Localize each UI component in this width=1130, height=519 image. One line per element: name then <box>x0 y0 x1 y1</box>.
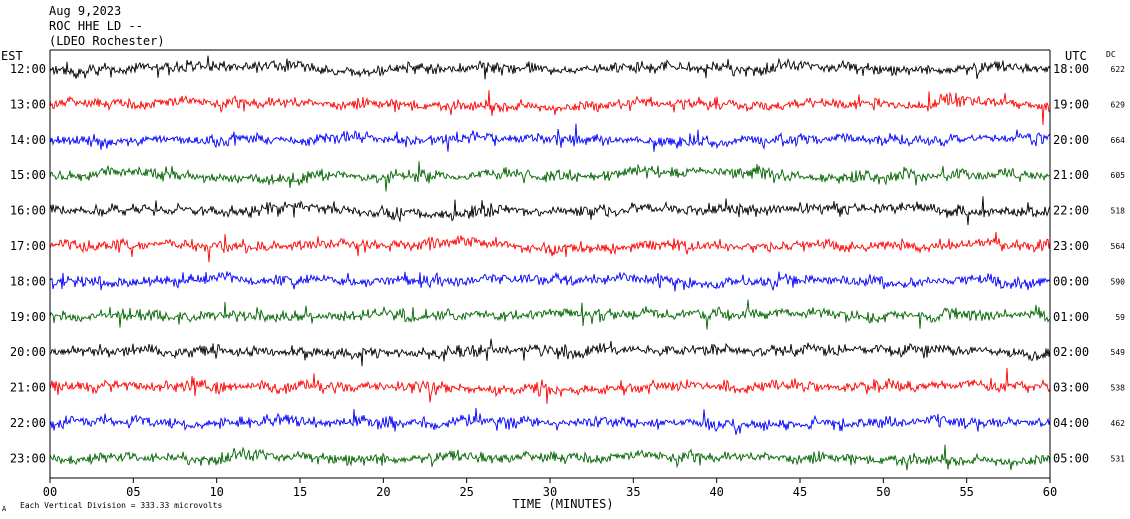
dc-offset-label: 629 <box>1111 100 1126 109</box>
dc-offset-label: 59 <box>1115 313 1125 322</box>
est-hour-label: 20:00 <box>10 345 46 359</box>
right-axis-title: UTC <box>1065 49 1087 63</box>
dc-offset-label: 538 <box>1111 384 1126 393</box>
est-hour-label: 15:00 <box>10 168 46 182</box>
est-hour-label: 21:00 <box>10 381 46 395</box>
utc-hour-label: 21:00 <box>1053 168 1089 182</box>
x-axis-label: TIME (MINUTES) <box>512 497 613 511</box>
est-hour-label: 14:00 <box>10 133 46 147</box>
x-tick-label: 40 <box>709 485 723 499</box>
dc-offset-label: 549 <box>1111 348 1126 357</box>
x-axis-ticks: 00 05 10 15 20 25 30 35 40 45 50 55 60 <box>43 478 1057 499</box>
utc-hour-label: 01:00 <box>1053 310 1089 324</box>
utc-hour-label: 22:00 <box>1053 204 1089 218</box>
est-hour-label: 17:00 <box>10 239 46 253</box>
scale-footnote: Each Vertical Division = 333.33 microvol… <box>20 501 222 510</box>
dc-offset-label: 622 <box>1111 65 1126 74</box>
utc-hour-label: 02:00 <box>1053 345 1089 359</box>
est-hour-label: 16:00 <box>10 204 46 218</box>
dc-column-title: DC <box>1106 50 1116 59</box>
header-station: ROC HHE LD -- <box>49 19 143 33</box>
trace-2000 <box>49 338 1051 367</box>
dc-offset-label: 605 <box>1111 171 1126 180</box>
dc-offset-label: 518 <box>1111 207 1126 216</box>
x-tick-label: 50 <box>876 485 890 499</box>
header-network: (LDEO Rochester) <box>49 34 165 48</box>
left-axis-title: EST <box>1 49 23 63</box>
x-tick-label: 35 <box>626 485 640 499</box>
x-tick-label: 30 <box>543 485 557 499</box>
utc-hour-label: 23:00 <box>1053 239 1089 253</box>
dc-offset-label: 664 <box>1111 136 1126 145</box>
est-hour-label: 23:00 <box>10 451 46 465</box>
x-tick-label: 05 <box>126 485 140 499</box>
x-tick-label: 55 <box>959 485 973 499</box>
trace-1800 <box>49 271 1051 292</box>
dc-offset-label: 564 <box>1111 242 1126 251</box>
est-hour-label: 22:00 <box>10 416 46 430</box>
x-tick-label: 60 <box>1043 485 1057 499</box>
dc-offset-label: 531 <box>1111 454 1126 463</box>
x-tick-label: 10 <box>209 485 223 499</box>
trace-1900 <box>49 299 1051 330</box>
trace-1600 <box>49 196 1051 226</box>
utc-hour-label: 20:00 <box>1053 133 1089 147</box>
est-hour-label: 18:00 <box>10 274 46 288</box>
utc-hour-label: 19:00 <box>1053 97 1089 111</box>
x-tick-label: 45 <box>793 485 807 499</box>
est-hour-label: 13:00 <box>10 97 46 111</box>
utc-hour-label: 00:00 <box>1053 274 1089 288</box>
x-tick-label: 15 <box>293 485 307 499</box>
trace-1300 <box>49 90 1051 126</box>
est-hour-label: 19:00 <box>10 310 46 324</box>
trace-2300 <box>49 444 1051 471</box>
trace-1700 <box>49 231 1051 263</box>
utc-hour-label: 05:00 <box>1053 451 1089 465</box>
footnote-mark: A <box>2 505 7 513</box>
trace-2100 <box>49 367 1051 404</box>
utc-hour-label: 18:00 <box>1053 62 1089 76</box>
trace-1400 <box>49 123 1051 152</box>
dc-offset-label: 590 <box>1111 277 1126 286</box>
utc-hour-label: 04:00 <box>1053 416 1089 430</box>
x-tick-label: 25 <box>459 485 473 499</box>
x-tick-label: 20 <box>376 485 390 499</box>
seismic-traces <box>49 55 1051 471</box>
est-hour-label: 12:00 <box>10 62 46 76</box>
dc-offset-label: 462 <box>1111 419 1126 428</box>
utc-hour-label: 03:00 <box>1053 381 1089 395</box>
trace-1500 <box>49 161 1051 192</box>
x-tick-label: 00 <box>43 485 57 499</box>
trace-2200 <box>49 407 1051 435</box>
header-date: Aug 9,2023 <box>49 4 121 18</box>
row-labels: 12:00 18:00 622 13:00 19:00 629 14:00 20:00 664 1… <box>10 62 1125 465</box>
trace-1200 <box>49 55 1051 80</box>
